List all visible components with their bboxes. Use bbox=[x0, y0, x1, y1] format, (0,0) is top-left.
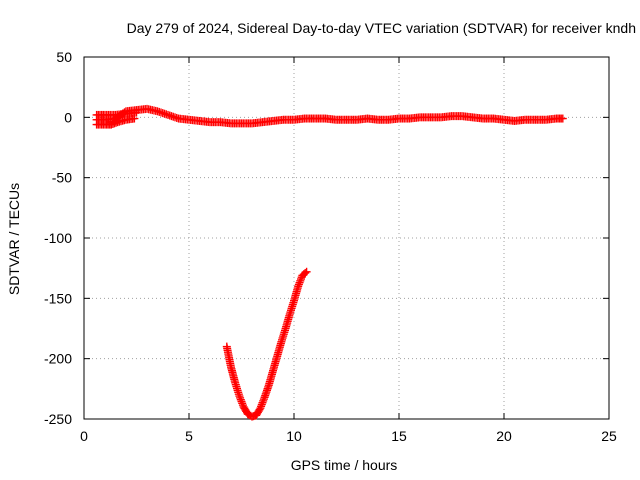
data-point bbox=[132, 108, 141, 117]
x-tick-label: 5 bbox=[185, 428, 193, 444]
axis-ticks: 0 5 10 15 20 25 50 0 -50 -100 -150 -200 -250 bbox=[44, 49, 617, 444]
x-tick-label: 0 bbox=[80, 428, 88, 444]
data-point bbox=[558, 114, 567, 123]
x-tick-label: 25 bbox=[601, 428, 617, 444]
chart-title: Day 279 of 2024, Sidereal Day-to-day VTE… bbox=[127, 20, 636, 36]
y-tick-label: 0 bbox=[64, 109, 72, 125]
data-point bbox=[235, 392, 244, 401]
data-point bbox=[301, 268, 310, 277]
x-tick-label: 10 bbox=[286, 428, 302, 444]
y-tick-label: -200 bbox=[44, 351, 72, 367]
y-axis-title: SDTVAR / TECUs bbox=[6, 183, 22, 295]
y-tick-label: -250 bbox=[44, 411, 72, 427]
x-tick-label: 15 bbox=[391, 428, 407, 444]
data-marks bbox=[92, 104, 567, 421]
y-tick-label: 50 bbox=[56, 49, 72, 65]
x-tick-label: 20 bbox=[496, 428, 512, 444]
y-tick-label: -50 bbox=[52, 170, 72, 186]
y-tick-label: -150 bbox=[44, 290, 72, 306]
x-axis-title: GPS time / hours bbox=[291, 457, 398, 473]
y-tick-label: -100 bbox=[44, 230, 72, 246]
data-point bbox=[302, 267, 311, 276]
